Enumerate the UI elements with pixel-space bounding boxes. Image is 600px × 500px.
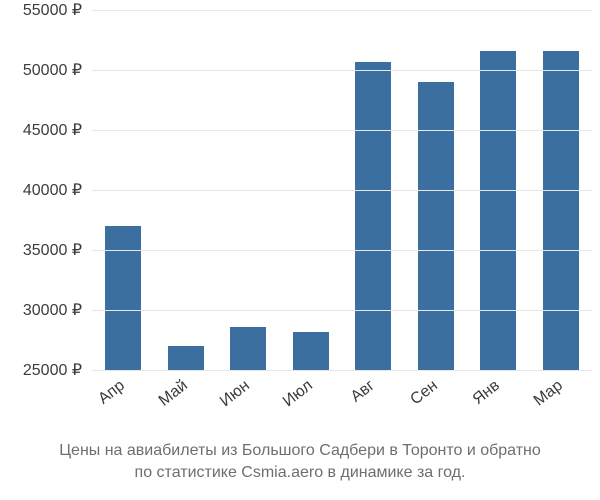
grid-line	[92, 310, 592, 311]
chart-caption: Цены на авиабилеты из Большого Садбери в…	[0, 440, 600, 484]
bar	[480, 51, 516, 370]
bar	[418, 82, 454, 370]
grid-line	[92, 370, 592, 371]
y-tick-label: 40000 ₽	[0, 180, 82, 200]
caption-line: по статистике Csmia.aero в динамике за г…	[0, 462, 600, 484]
y-tick-label: 45000 ₽	[0, 120, 82, 140]
price-chart: Цены на авиабилеты из Большого Садбери в…	[0, 0, 600, 500]
caption-line: Цены на авиабилеты из Большого Садбери в…	[0, 440, 600, 462]
x-tick-label: Сен	[407, 377, 441, 409]
x-tick-label: Июн	[217, 377, 254, 411]
x-tick-label: Авг	[348, 377, 379, 407]
y-tick-label: 30000 ₽	[0, 300, 82, 320]
y-tick-label: 25000 ₽	[0, 360, 82, 380]
y-tick-label: 55000 ₽	[0, 0, 82, 20]
bar	[230, 327, 266, 370]
y-tick-label: 35000 ₽	[0, 240, 82, 260]
bar	[355, 62, 391, 370]
y-tick-label: 50000 ₽	[0, 60, 82, 80]
bar	[168, 346, 204, 370]
bar	[105, 226, 141, 370]
grid-line	[92, 10, 592, 11]
grid-line	[92, 70, 592, 71]
grid-line	[92, 190, 592, 191]
x-tick-label: Мар	[531, 377, 567, 410]
x-tick-label: Май	[156, 377, 192, 410]
bar	[543, 51, 579, 370]
grid-line	[92, 130, 592, 131]
grid-line	[92, 250, 592, 251]
plot-area	[92, 10, 592, 370]
bar	[293, 332, 329, 370]
x-tick-label: Янв	[470, 377, 504, 409]
x-tick-label: Июл	[280, 377, 317, 411]
x-tick-label: Апр	[95, 377, 128, 409]
